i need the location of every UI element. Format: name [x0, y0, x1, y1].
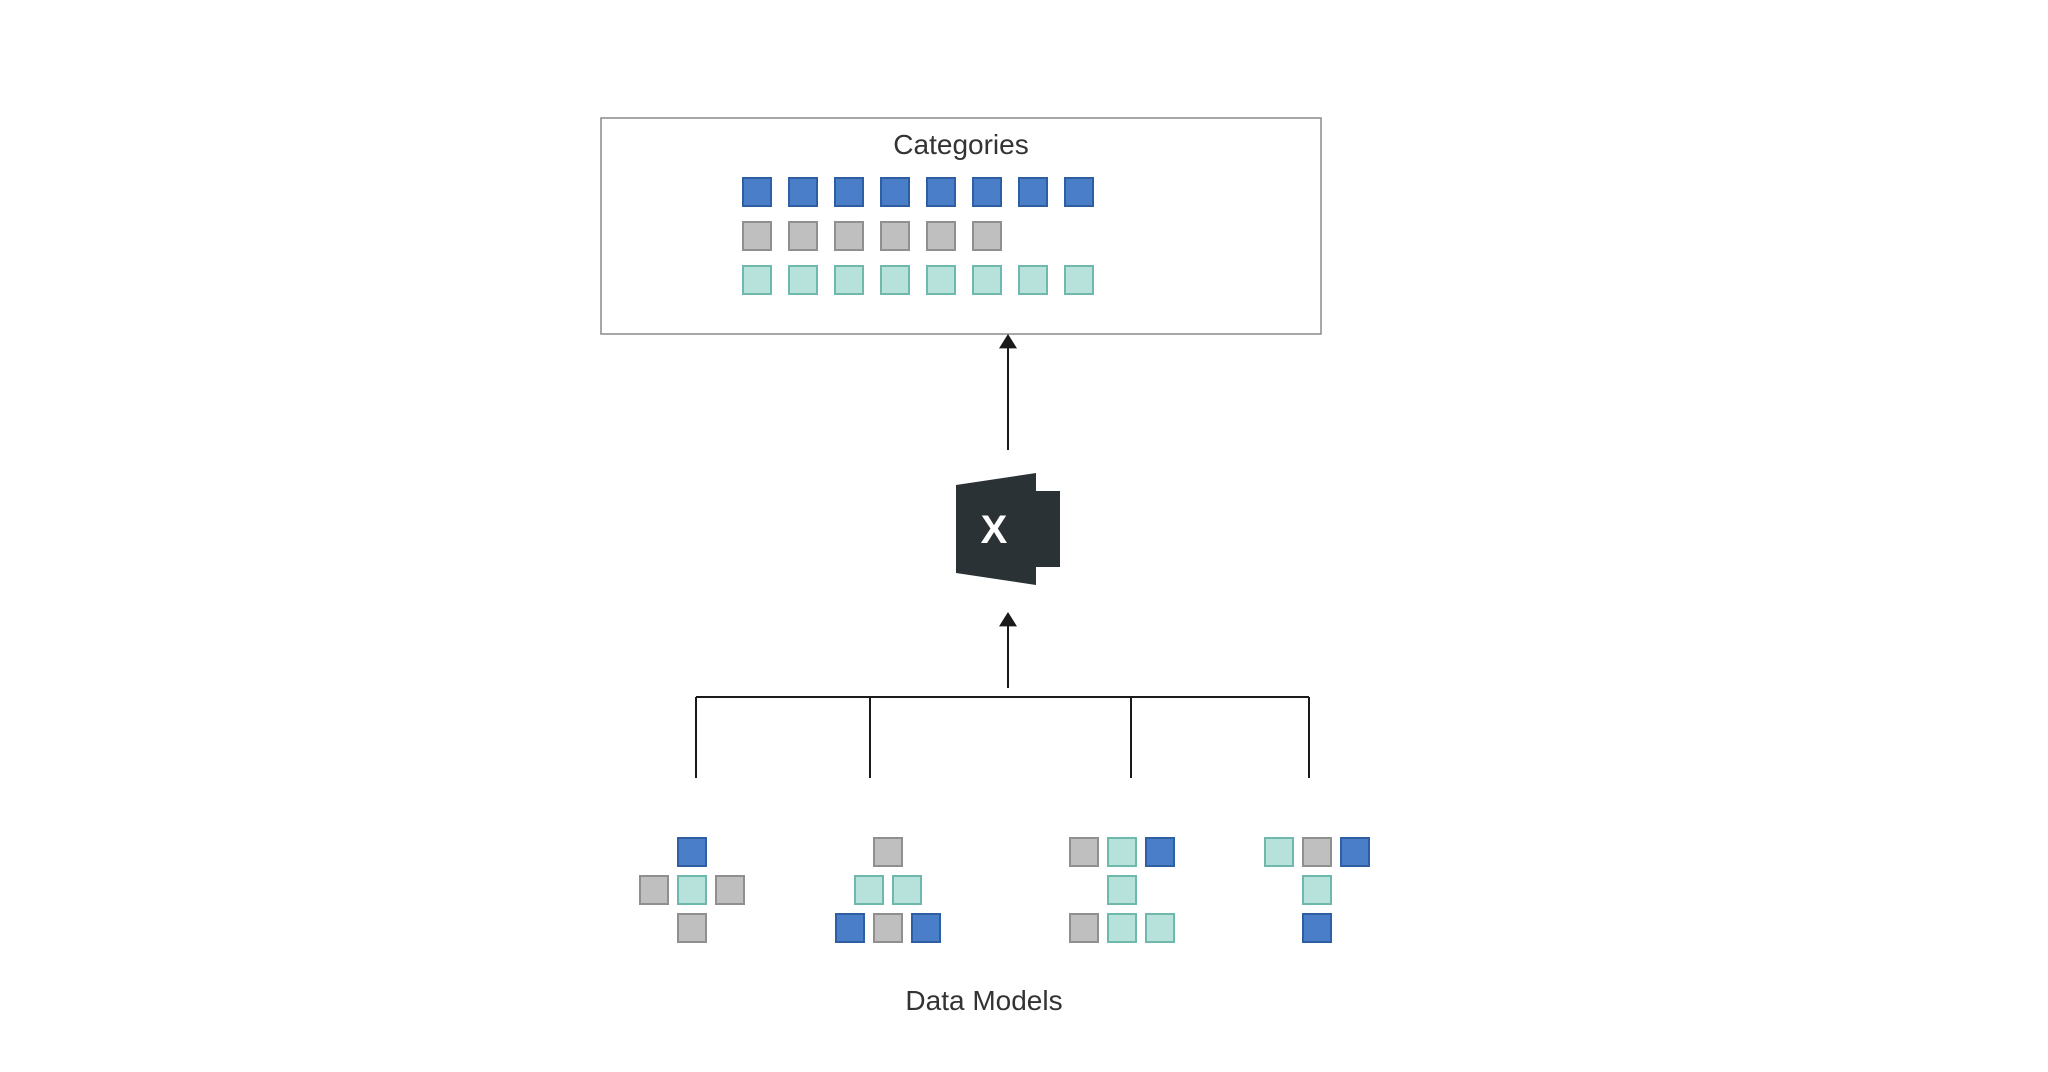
categories-row-2-cell-4 [927, 266, 955, 294]
categories-row-1-cell-3 [881, 222, 909, 250]
categories-row-0-cell-6 [1019, 178, 1047, 206]
model-2-cell-2 [1146, 838, 1174, 866]
model-1-cell-2 [893, 876, 921, 904]
model-2-cell-5 [1108, 914, 1136, 942]
excel-icon: X [956, 473, 1060, 585]
model-3-cell-2 [1341, 838, 1369, 866]
categories-row-0-cell-4 [927, 178, 955, 206]
model-0-cell-3 [716, 876, 744, 904]
model-2-cell-3 [1108, 876, 1136, 904]
categories-row-0-cell-7 [1065, 178, 1093, 206]
categories-row-2-cell-5 [973, 266, 1001, 294]
categories-row-0-cell-1 [789, 178, 817, 206]
categories-row-2-cell-1 [789, 266, 817, 294]
model-2-cell-4 [1070, 914, 1098, 942]
categories-row-1-cell-4 [927, 222, 955, 250]
model-1-cell-0 [874, 838, 902, 866]
model-2-cell-1 [1108, 838, 1136, 866]
model-3-cell-1 [1303, 838, 1331, 866]
categories-row-1-cell-5 [973, 222, 1001, 250]
model-1-cell-3 [836, 914, 864, 942]
categories-row-2-cell-2 [835, 266, 863, 294]
categories-row-2-cell-7 [1065, 266, 1093, 294]
model-0-cell-0 [678, 838, 706, 866]
excel-icon-letter: X [981, 508, 1008, 552]
model-0-cell-4 [678, 914, 706, 942]
model-2-cell-0 [1070, 838, 1098, 866]
categories-row-0-cell-3 [881, 178, 909, 206]
categories-row-0-cell-0 [743, 178, 771, 206]
arrow-top-head [999, 334, 1017, 348]
model-3-cell-3 [1303, 876, 1331, 904]
categories-row-0-cell-2 [835, 178, 863, 206]
categories-row-2-cell-6 [1019, 266, 1047, 294]
categories-row-0-cell-5 [973, 178, 1001, 206]
arrow-mid-head [999, 612, 1017, 626]
model-1-cell-1 [855, 876, 883, 904]
categories-row-1-cell-2 [835, 222, 863, 250]
model-3-cell-0 [1265, 838, 1293, 866]
excel-icon-panel [1034, 491, 1060, 567]
model-3-cell-4 [1303, 914, 1331, 942]
model-1-cell-5 [912, 914, 940, 942]
model-2-cell-6 [1146, 914, 1174, 942]
model-0-cell-2 [678, 876, 706, 904]
categories-row-1-cell-0 [743, 222, 771, 250]
data-models-title: Data Models [905, 985, 1062, 1016]
categories-row-2-cell-0 [743, 266, 771, 294]
categories-row-2-cell-3 [881, 266, 909, 294]
model-1-cell-4 [874, 914, 902, 942]
categories-row-1-cell-1 [789, 222, 817, 250]
model-0-cell-1 [640, 876, 668, 904]
categories-title: Categories [893, 129, 1028, 160]
